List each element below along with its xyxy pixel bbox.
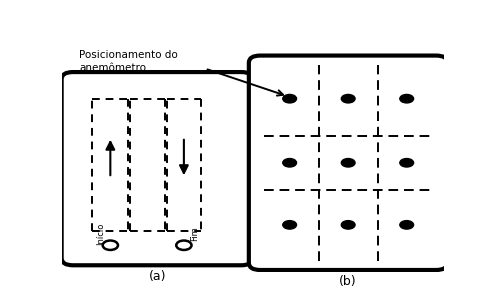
Circle shape: [400, 159, 414, 167]
Circle shape: [341, 95, 355, 103]
Circle shape: [283, 95, 296, 103]
Circle shape: [400, 221, 414, 229]
Text: Posicionamento do
anemômetro: Posicionamento do anemômetro: [79, 50, 178, 73]
Text: Início: Início: [96, 222, 106, 245]
FancyBboxPatch shape: [62, 72, 252, 265]
Text: Fim: Fim: [190, 226, 199, 241]
Circle shape: [283, 159, 296, 167]
Circle shape: [341, 221, 355, 229]
FancyBboxPatch shape: [249, 56, 448, 270]
Circle shape: [283, 221, 296, 229]
Circle shape: [176, 241, 191, 250]
Text: (a): (a): [148, 270, 166, 283]
Circle shape: [400, 95, 414, 103]
Circle shape: [341, 159, 355, 167]
Text: (b): (b): [339, 275, 357, 288]
Circle shape: [103, 241, 118, 250]
